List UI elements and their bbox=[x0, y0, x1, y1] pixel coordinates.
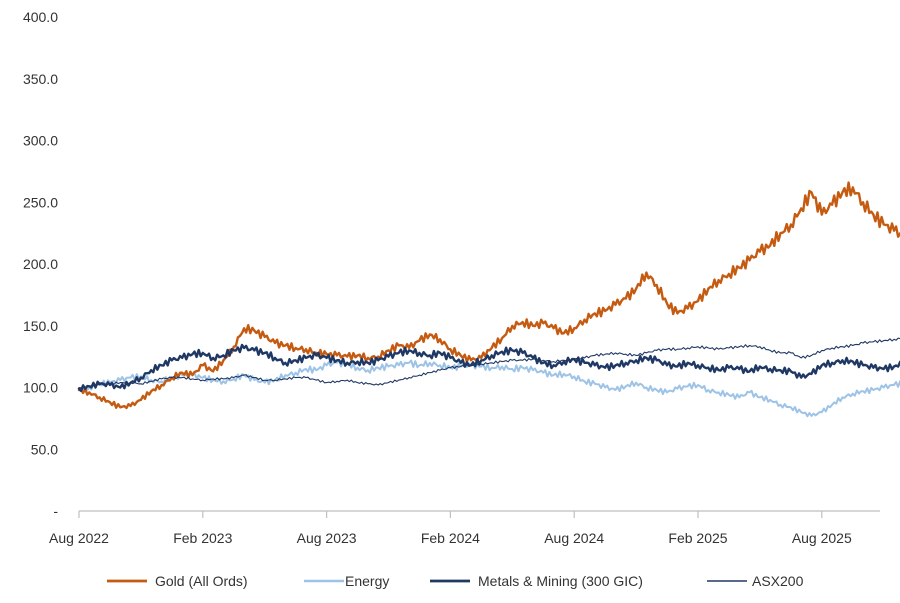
legend-item: Metals & Mining (300 GIC) bbox=[430, 573, 643, 589]
legend-label: Metals & Mining (300 GIC) bbox=[478, 573, 643, 589]
y-tick-label: 200.0 bbox=[23, 256, 58, 272]
x-tick-label: Feb 2024 bbox=[421, 530, 480, 546]
x-tick-label: Feb 2023 bbox=[173, 530, 232, 546]
y-axis-tick-labels: - 50.0 100.0 150.0 200.0 250.0 300.0 350.0 400.0 bbox=[23, 9, 58, 519]
y-tick-label: 250.0 bbox=[23, 194, 58, 210]
x-tick-label: Feb 2025 bbox=[668, 530, 727, 546]
series-line-metals-mining-300-gic bbox=[77, 343, 900, 393]
legend-item: Gold (All Ords) bbox=[107, 573, 248, 589]
y-tick-label: - bbox=[53, 503, 58, 519]
legend: Gold (All Ords) Energy Metals & Mining (30… bbox=[107, 573, 804, 589]
x-tick-label: Aug 2024 bbox=[544, 530, 604, 546]
series-layer bbox=[77, 181, 900, 418]
x-tick-label: Aug 2022 bbox=[49, 530, 109, 546]
y-tick-label: 400.0 bbox=[23, 9, 58, 25]
legend-label: Energy bbox=[345, 573, 389, 589]
y-tick-label: 350.0 bbox=[23, 71, 58, 87]
x-tick-label: Aug 2023 bbox=[297, 530, 357, 546]
y-tick-label: 150.0 bbox=[23, 318, 58, 334]
y-tick-label: 300.0 bbox=[23, 133, 58, 149]
legend-item: Energy bbox=[304, 573, 389, 589]
series-line-asx200 bbox=[78, 337, 900, 389]
legend-label: Gold (All Ords) bbox=[155, 573, 248, 589]
legend-label: ASX200 bbox=[752, 573, 804, 589]
y-tick-label: 100.0 bbox=[23, 380, 58, 396]
series-line-gold-all-ords bbox=[77, 181, 900, 410]
series-line-energy bbox=[78, 359, 900, 418]
legend-item: ASX200 bbox=[707, 573, 804, 589]
x-axis-tick-labels: Aug 2022 Feb 2023 Aug 2023 Feb 2024 Aug 2024… bbox=[49, 511, 852, 546]
x-tick-label: Aug 2025 bbox=[792, 530, 852, 546]
y-tick-label: 50.0 bbox=[31, 441, 58, 457]
